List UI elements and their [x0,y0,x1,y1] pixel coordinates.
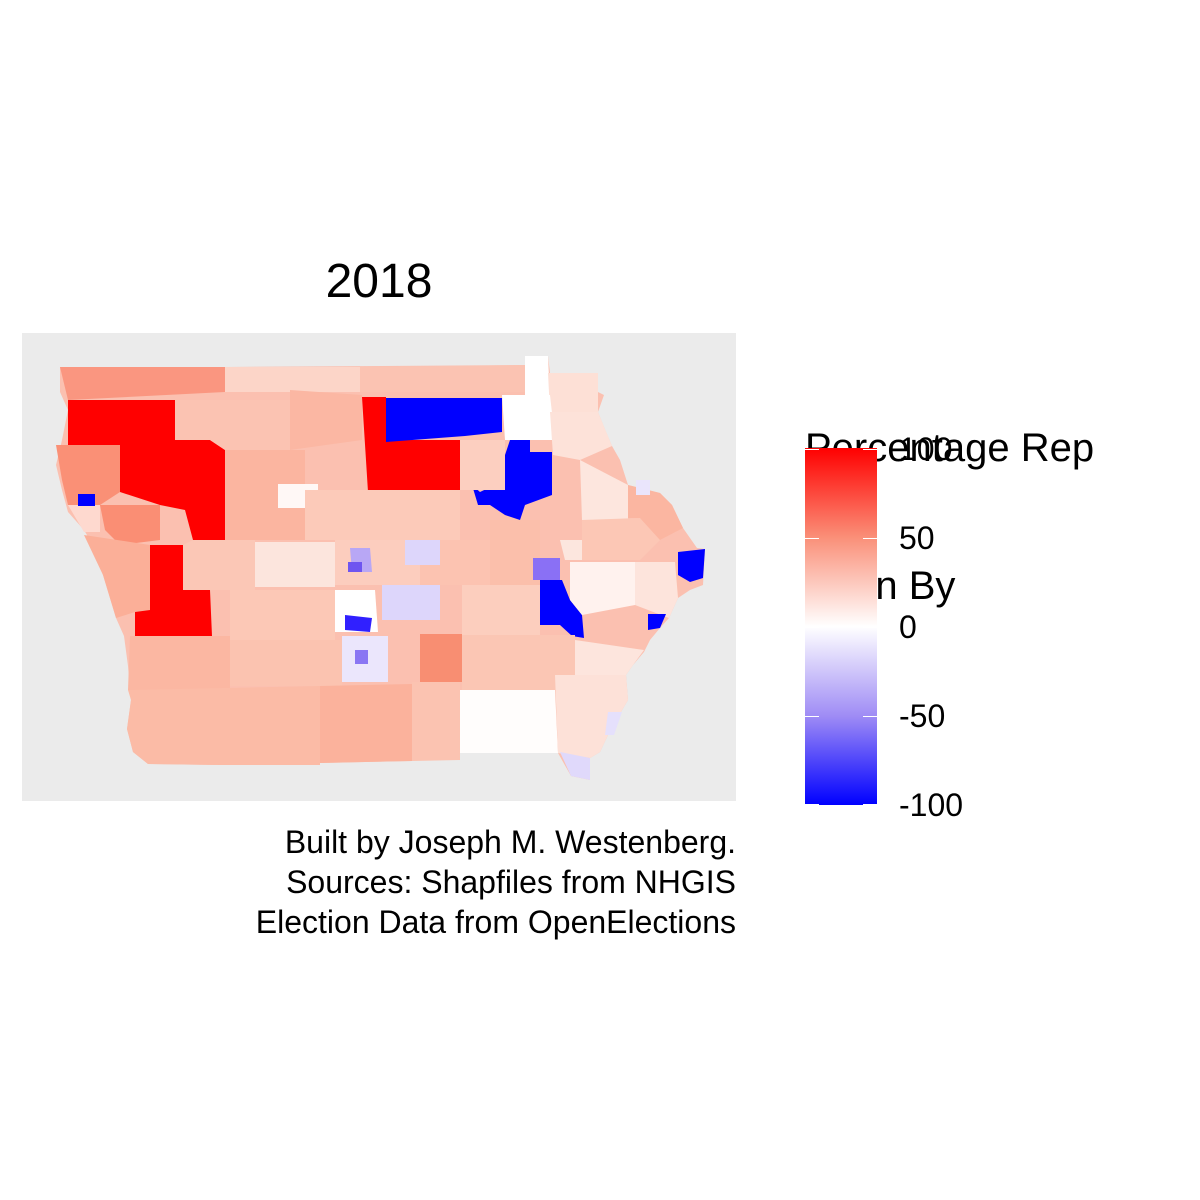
district-s-1 [128,636,230,690]
district-red-sw [135,545,212,636]
legend-tick-left [805,804,819,805]
legend-tick-left [805,449,819,450]
district-nc-red [362,397,460,492]
district-e-purple [533,558,560,580]
district-c-5 [420,634,462,682]
district-c-lav-1 [405,540,440,565]
district-s-3 [230,640,342,686]
legend-label-50: 50 [899,520,935,556]
district-nw-top [60,367,225,400]
legend-tick-right [863,716,877,717]
district-e-lav-1 [636,480,650,495]
caption-line2: Sources: Shapfiles from NHGIS [286,864,736,900]
legend-tick-left [805,716,819,717]
district-c-lav-2 [382,585,440,620]
district-e-3 [582,518,660,560]
district-s-8 [555,675,628,758]
district-ne-white-2 [502,395,555,440]
district-cw-4 [183,540,255,590]
district-ne-top [548,373,598,412]
map-panel [22,333,736,801]
district-w-blue [78,494,95,506]
district-ne-2 [550,412,612,460]
district-n-top-2 [360,365,525,392]
district-c-2 [305,490,460,540]
district-c-8 [490,520,540,585]
districts [56,356,705,780]
legend-tick-right [863,804,877,805]
district-nw-red [68,400,225,540]
district-c-blue [345,615,372,632]
district-ne-blue [386,398,502,442]
district-n-top-1 [225,367,360,392]
district-e-4 [628,485,683,540]
legend-colorbar [805,448,877,805]
district-s-2 [230,590,335,640]
district-s-5 [320,684,412,763]
legend-tick-left [805,627,819,628]
caption-line3: Election Data from OpenElections [255,904,736,940]
legend-tick-right [863,627,877,628]
district-e-2 [580,460,628,520]
legend-tick-right [863,449,877,450]
district-s-4 [127,686,320,765]
district-e-blue-3 [648,614,666,630]
district-s-white [460,690,558,753]
district-cw-2 [225,450,305,540]
district-e-5 [570,562,635,615]
district-e-7 [575,640,644,675]
legend-tick-left [805,538,819,539]
legend-label-0: 0 [899,609,917,645]
district-cw-1 [175,400,290,450]
district-e-blue [540,580,584,638]
district-s-7 [462,635,575,690]
district-s-6 [412,682,460,761]
district-w-2 [100,505,160,545]
legend-label-100: 100 [899,431,953,467]
district-w-4 [68,505,100,532]
iowa-choropleth-map [22,333,736,801]
district-ne-white [525,356,550,400]
district-e-6 [635,562,678,618]
district-e-blue-2 [678,549,705,582]
legend-tick-right [863,538,877,539]
district-w-3 [84,535,150,618]
district-c-purple-3 [355,650,368,664]
district-w-1 [56,445,120,505]
district-ne-blue-2 [472,438,552,520]
legend-label-neg100: -100 [899,787,964,823]
district-c-1 [290,390,362,450]
district-s-lav-2 [605,712,622,735]
district-c-6 [462,585,540,635]
legend-label-neg50: -50 [899,698,946,734]
district-cw-3 [255,542,335,587]
map-title: 2018 [325,255,433,308]
caption: Built by Joseph M. Westenberg. Sources: … [256,822,736,942]
district-s-lav [560,752,590,780]
caption-line1: Built by Joseph M. Westenberg. [284,824,736,860]
district-c-7 [460,440,505,490]
district-c-purple-2 [348,562,362,572]
